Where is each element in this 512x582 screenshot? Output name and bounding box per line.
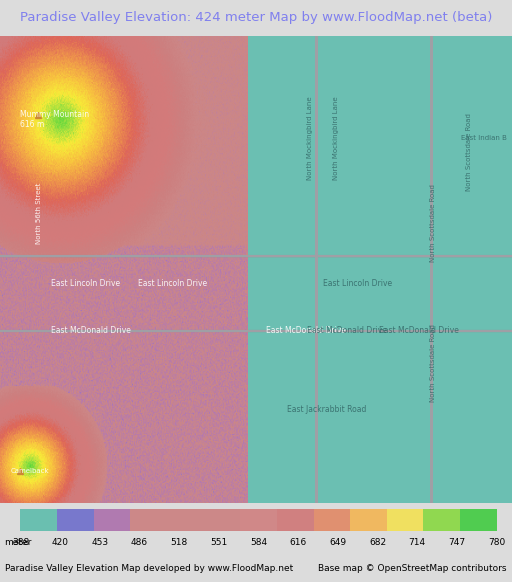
Bar: [240, 509, 277, 531]
Text: Camelback: Camelback: [10, 468, 49, 474]
Text: East McDonald Drive: East McDonald Drive: [307, 326, 387, 335]
Text: 486: 486: [131, 538, 148, 547]
Text: East Lincoln Drive: East Lincoln Drive: [323, 279, 392, 288]
Text: 780: 780: [488, 538, 505, 547]
Text: 682: 682: [369, 538, 386, 547]
Bar: [313, 509, 350, 531]
Text: East Lincoln Drive: East Lincoln Drive: [138, 279, 207, 288]
Text: North Scottsdale Road: North Scottsdale Road: [466, 113, 472, 191]
Text: East McDonald Drive: East McDonald Drive: [379, 326, 459, 335]
Text: North Scottsdale Road: North Scottsdale Road: [430, 184, 436, 262]
Text: 551: 551: [210, 538, 227, 547]
Bar: [204, 509, 240, 531]
Bar: [131, 509, 167, 531]
Text: East McDonald Drive: East McDonald Drive: [51, 326, 131, 335]
Bar: [20, 509, 57, 531]
Bar: [94, 509, 131, 531]
Text: meter: meter: [4, 538, 31, 547]
Text: 518: 518: [170, 538, 188, 547]
Bar: [423, 509, 460, 531]
Text: East McDonald Drive: East McDonald Drive: [266, 326, 346, 335]
Bar: [460, 509, 497, 531]
Text: 747: 747: [449, 538, 465, 547]
Text: 584: 584: [250, 538, 267, 547]
Text: Base map © OpenStreetMap contributors: Base map © OpenStreetMap contributors: [318, 563, 507, 573]
Text: North Mockingbird Lane: North Mockingbird Lane: [307, 97, 313, 180]
Text: Mummy Mountain
616 m: Mummy Mountain 616 m: [20, 110, 90, 129]
Text: 649: 649: [329, 538, 347, 547]
Bar: [277, 509, 313, 531]
Text: 453: 453: [91, 538, 109, 547]
Bar: [167, 509, 204, 531]
Text: 714: 714: [409, 538, 426, 547]
Text: 388: 388: [12, 538, 29, 547]
Text: North Scottsdale Road: North Scottsdale Road: [430, 324, 436, 402]
Text: Paradise Valley Elevation: 424 meter Map by www.FloodMap.net (beta): Paradise Valley Elevation: 424 meter Map…: [20, 11, 492, 24]
Text: East Jackrabbit Road: East Jackrabbit Road: [287, 405, 366, 414]
Text: East Indian B: East Indian B: [461, 136, 507, 141]
Text: Paradise Valley Elevation Map developed by www.FloodMap.net: Paradise Valley Elevation Map developed …: [5, 563, 293, 573]
Bar: [387, 509, 423, 531]
Text: North 56th Street: North 56th Street: [36, 183, 42, 244]
Text: North Mockingbird Lane: North Mockingbird Lane: [333, 97, 339, 180]
Bar: [57, 509, 94, 531]
Bar: [350, 509, 387, 531]
Text: 616: 616: [290, 538, 307, 547]
Text: 420: 420: [52, 538, 69, 547]
Text: East Lincoln Drive: East Lincoln Drive: [51, 279, 120, 288]
